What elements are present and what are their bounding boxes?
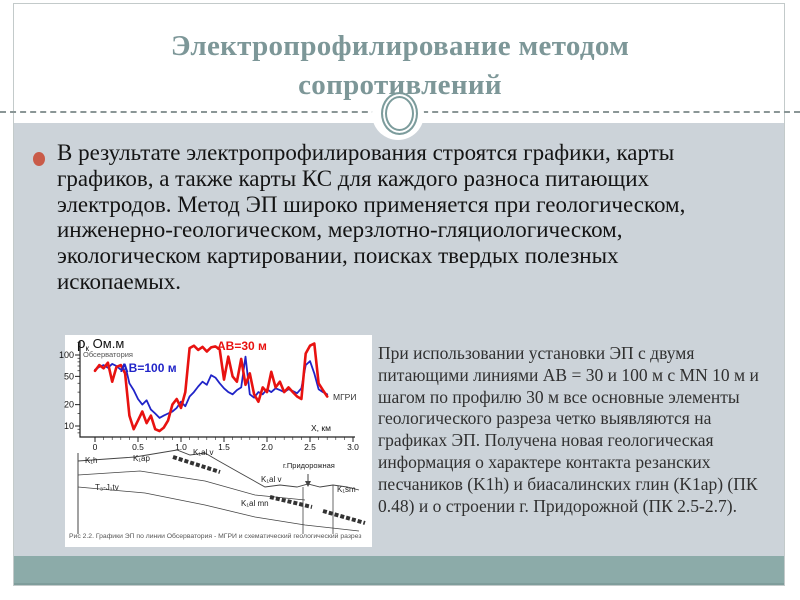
bullet-marker-icon — [33, 152, 45, 166]
geological-cross-section — [77, 449, 366, 534]
section-label-k1al-v-left: K₁al v — [193, 448, 214, 457]
svg-text:0: 0 — [93, 442, 98, 452]
svg-text:2.5: 2.5 — [304, 442, 316, 452]
section-label-pridorozhnaya: г.Придорожная — [283, 461, 335, 470]
resistivity-chart: 10 20 50 100 0 0.5 1.0 1.5 2.0 2.5 3.0 — [59, 341, 359, 452]
svg-text:100: 100 — [59, 350, 74, 360]
svg-text:10: 10 — [64, 421, 74, 431]
section-label-k1al-v-right: K₁al v — [261, 475, 282, 484]
figure-caption: Рис 2.2. Графики ЭП по линии Обсерватори… — [69, 533, 362, 540]
slide-title: Электропрофилирование методом сопротивле… — [170, 30, 630, 102]
series-label-ab30: АВ=30 м — [217, 339, 267, 353]
section-label-k1h: K₁h — [85, 456, 98, 465]
bullet-paragraph: В результате электропрофилирования строя… — [57, 140, 686, 294]
section-label-k1sm: K₁sm — [337, 485, 356, 494]
footer-band — [14, 556, 784, 585]
profile-start-label: Обсерватория — [83, 350, 133, 359]
svg-text:1.5: 1.5 — [218, 442, 230, 452]
ep-graphs-figure: 10 20 50 100 0 0.5 1.0 1.5 2.0 2.5 3.0 ρк Ом.м Обс… — [59, 335, 372, 547]
section-label-t3j1tv: T₃-J₁tv — [95, 483, 119, 492]
svg-text:0.5: 0.5 — [132, 442, 144, 452]
svg-text:50: 50 — [64, 371, 74, 381]
divider-circle-ornament-icon — [381, 92, 418, 135]
svg-text:20: 20 — [64, 400, 74, 410]
section-label-k1ap: K₁ap — [133, 454, 150, 463]
chart-x-axis-label: Х, км — [311, 423, 331, 433]
svg-text:1.0: 1.0 — [175, 442, 187, 452]
profile-end-label: МГРИ — [333, 392, 357, 402]
section-label-k1al-mn: K₁al mn — [241, 499, 269, 508]
svg-text:3.0: 3.0 — [347, 442, 359, 452]
series-label-ab100: АВ=100 м — [120, 361, 177, 375]
svg-text:2.0: 2.0 — [261, 442, 273, 452]
chart-y-axis-label: ρк Ом.м — [77, 335, 125, 353]
side-paragraph: При использовании установки ЭП с двумя п… — [378, 343, 759, 516]
